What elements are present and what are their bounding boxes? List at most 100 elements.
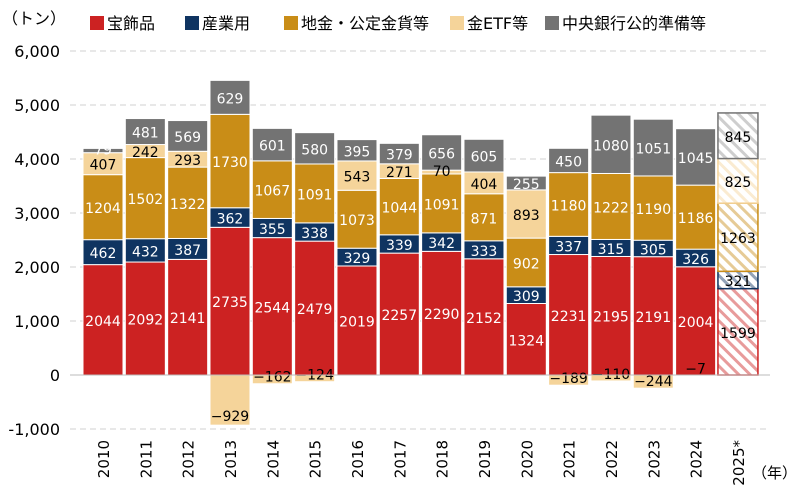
data-label: 902 <box>513 256 540 272</box>
bar-segment <box>421 250 463 376</box>
data-label: 450 <box>555 154 582 170</box>
data-label: 2231 <box>551 309 587 325</box>
data-label: 333 <box>471 244 498 260</box>
y-tick-label: 1,000 <box>14 312 60 331</box>
x-tick-label: 2019 <box>476 440 494 478</box>
bar-segment <box>717 287 759 376</box>
data-label: 1222 <box>593 200 629 216</box>
data-label: 355 <box>259 222 286 238</box>
bar-segment <box>82 147 124 154</box>
bar-segment <box>590 255 632 376</box>
data-label: 305 <box>640 242 667 258</box>
x-tick-label: 2016 <box>349 440 367 478</box>
data-label: 379 <box>386 148 413 164</box>
data-label: 825 <box>725 175 752 191</box>
legend-swatch <box>284 16 298 30</box>
bar-segment <box>378 142 420 165</box>
x-tick-label: 2023 <box>645 440 663 478</box>
bar-segment <box>209 79 251 115</box>
bar-segment <box>167 166 209 239</box>
bar-segment <box>590 172 632 240</box>
bar-segment <box>378 252 420 376</box>
bar-segment <box>632 175 674 241</box>
bar-segment <box>294 132 336 165</box>
data-label: 871 <box>471 211 498 227</box>
x-tick-label: 2022 <box>603 440 621 478</box>
bar-segment <box>675 128 717 186</box>
y-tick-label: 2,000 <box>14 258 60 277</box>
bar-segment <box>294 163 336 224</box>
bar-segment <box>209 374 251 426</box>
x-tick-label: 2018 <box>434 440 452 478</box>
bar-segment <box>336 189 378 249</box>
legend-swatch <box>90 16 104 30</box>
data-label: 338 <box>301 226 328 242</box>
data-label: 1080 <box>593 138 629 154</box>
legend-label: 宝飾品 <box>107 14 155 33</box>
y-tick-label: -1,000 <box>8 420 60 439</box>
bar-segment <box>336 160 378 191</box>
data-label: −124 <box>295 368 334 384</box>
legend-label: 中央銀行公的準備等 <box>562 14 706 33</box>
data-label: 315 <box>598 242 625 258</box>
x-tick-label: 2017 <box>391 440 409 478</box>
data-label: 462 <box>90 246 117 262</box>
data-label: 629 <box>217 91 244 107</box>
data-label: 2092 <box>128 313 164 329</box>
bar-segment <box>378 177 420 236</box>
data-label: 1730 <box>212 155 248 171</box>
data-label: 1322 <box>170 197 206 213</box>
data-label: 1067 <box>254 184 290 200</box>
data-label: 2544 <box>254 300 290 316</box>
legend-item: 金ETF等 <box>450 14 528 33</box>
bar-segment <box>82 264 124 376</box>
bar-segment <box>505 303 547 376</box>
x-tick-label: 2025* <box>730 440 748 486</box>
data-label: 255 <box>513 177 540 193</box>
data-label: −7 <box>685 361 706 377</box>
x-tick-label: 2020 <box>518 440 536 478</box>
data-label: 326 <box>682 252 709 268</box>
legend-label: 金ETF等 <box>467 14 528 33</box>
data-label: 309 <box>513 289 540 305</box>
y-axis-label: （トン） <box>2 9 66 28</box>
data-label: 242 <box>132 145 159 161</box>
data-label: 293 <box>174 153 201 169</box>
bar-segment <box>590 114 632 174</box>
bar-segment <box>124 118 166 146</box>
legend-label: 地金・公定金貨等 <box>301 14 429 33</box>
data-label: 387 <box>174 243 201 259</box>
data-label: 271 <box>386 165 413 181</box>
data-label: 1204 <box>85 201 121 217</box>
x-axis-label: （年） <box>752 464 791 482</box>
data-label: 342 <box>428 236 455 252</box>
data-label: −244 <box>634 374 673 390</box>
bar-segment <box>463 138 505 173</box>
bar-segment <box>505 189 547 239</box>
bar-segment <box>251 127 293 162</box>
data-label: 1091 <box>297 187 333 203</box>
data-label: 2191 <box>635 310 671 326</box>
data-label: 2290 <box>424 307 460 323</box>
data-label: 1091 <box>424 197 460 213</box>
data-label: 569 <box>174 130 201 146</box>
x-tick-label: 2010 <box>95 440 113 478</box>
x-tick-label: 2013 <box>222 440 240 478</box>
legend-item: 宝飾品 <box>90 14 155 33</box>
legend-label: 産業用 <box>202 14 250 33</box>
data-label: 2152 <box>466 311 502 327</box>
bar-segment <box>675 184 717 250</box>
data-label: 337 <box>555 239 582 255</box>
y-tick-label: 4,000 <box>14 150 60 169</box>
bar-segment <box>632 256 674 376</box>
y-tick-label: 0 <box>50 366 60 385</box>
y-tick-label: 5,000 <box>14 96 60 115</box>
bar-segment <box>209 113 251 209</box>
data-label: 329 <box>344 251 371 267</box>
data-label: 70 <box>433 164 451 180</box>
bar-segment <box>336 139 378 162</box>
bar-segment <box>251 237 293 376</box>
bar-segment <box>124 261 166 376</box>
